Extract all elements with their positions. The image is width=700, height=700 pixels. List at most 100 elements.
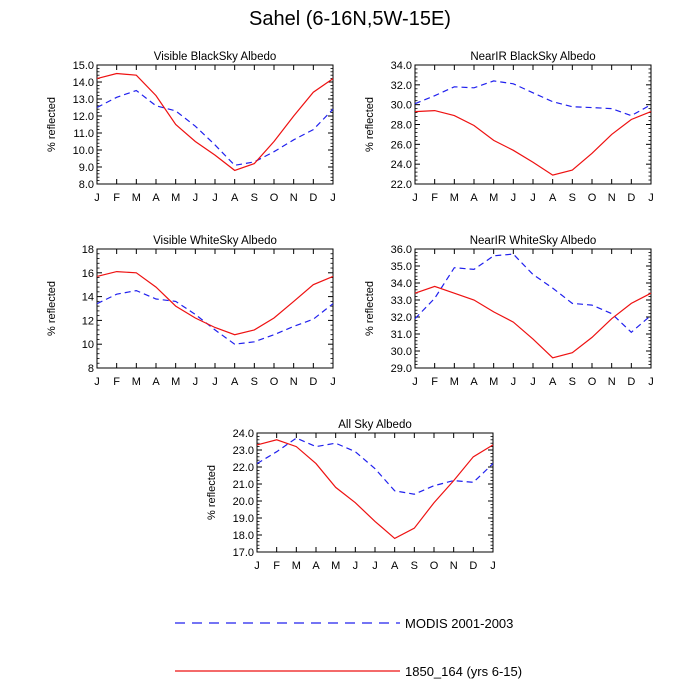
series-line-modis — [256, 437, 494, 495]
x-tick-label: O — [588, 192, 597, 204]
y-axis-label: % reflected — [364, 97, 376, 152]
x-tick-label: D — [469, 560, 477, 572]
x-tick-label: J — [330, 376, 336, 388]
x-tick-label: J — [193, 192, 199, 204]
y-tick-label: 15.0 — [73, 60, 94, 72]
x-tick-label: D — [309, 192, 317, 204]
x-tick-label: O — [270, 376, 279, 388]
x-tick-label: J — [490, 560, 496, 572]
plot-frame — [256, 432, 494, 553]
chart-panel-4: NearIR WhiteSky Albedo 29.0 30.0 31.0 32.0 33… — [364, 235, 654, 388]
x-tick-label: M — [450, 376, 459, 388]
x-tick-label: J — [94, 192, 100, 204]
series-line-model — [96, 270, 334, 336]
x-tick-label: A — [549, 192, 557, 204]
y-tick-label: 13.0 — [73, 94, 94, 106]
y-tick-label: 35.0 — [391, 261, 412, 273]
x-tick-label: F — [431, 376, 438, 388]
x-tick-label: M — [132, 192, 141, 204]
y-tick-label: 10 — [82, 339, 94, 351]
x-tick-label: F — [113, 376, 120, 388]
y-axis-label: % reflected — [206, 465, 218, 520]
x-tick-label: S — [411, 560, 418, 572]
y-tick-label: 16 — [82, 268, 94, 280]
x-tick-label: J — [511, 192, 517, 204]
y-tick-label: 34.0 — [391, 60, 412, 72]
x-tick-label: N — [608, 376, 616, 388]
x-tick-label: J — [511, 376, 517, 388]
legend-label-modis: MODIS 2001-2003 — [405, 616, 513, 631]
y-tick-label: 31.0 — [391, 329, 412, 341]
series-line-modis — [414, 253, 652, 334]
chart-panel-2: NearIR BlackSky Albedo 22.0 24.0 26.0 28.0 30… — [364, 51, 654, 204]
legend: MODIS 2001-2003 1850_164 (yrs 6-15) — [175, 616, 522, 679]
series-line-model — [414, 109, 652, 176]
x-tick-label: J — [94, 376, 100, 388]
x-tick-label: O — [270, 192, 279, 204]
y-tick-label: 24.0 — [391, 159, 412, 171]
x-tick-label: S — [251, 192, 258, 204]
x-tick-label: J — [353, 560, 359, 572]
x-tick-label: N — [450, 560, 458, 572]
series-line-model — [414, 285, 652, 359]
x-tick-label: A — [312, 560, 320, 572]
x-tick-label: N — [290, 376, 298, 388]
chart-panel-1: Visible BlackSky Albedo 8.0 9.0 10.0 11.0 12.… — [46, 51, 336, 204]
x-tick-label: M — [171, 192, 180, 204]
x-tick-label: A — [152, 376, 160, 388]
y-tick-label: 9.0 — [79, 162, 94, 174]
plot-frame — [96, 64, 334, 185]
x-tick-label: J — [193, 376, 199, 388]
y-tick-label: 8.0 — [79, 179, 94, 191]
x-tick-label: N — [608, 192, 616, 204]
y-tick-label: 18 — [82, 244, 94, 256]
x-tick-label: A — [391, 560, 399, 572]
figure-title: Sahel (6-16N,5W-15E) — [249, 8, 451, 30]
y-tick-label: 33.0 — [391, 295, 412, 307]
x-tick-label: A — [231, 192, 239, 204]
y-tick-label: 26.0 — [391, 139, 412, 151]
x-tick-label: J — [412, 192, 418, 204]
y-tick-label: 29.0 — [391, 363, 412, 375]
y-tick-label: 34.0 — [391, 278, 412, 290]
series-line-modis — [96, 289, 334, 345]
y-tick-label: 10.0 — [73, 145, 94, 157]
x-tick-label: S — [569, 192, 576, 204]
y-tick-label: 28.0 — [391, 120, 412, 132]
x-tick-label: J — [330, 192, 336, 204]
y-tick-label: 8 — [88, 363, 94, 375]
x-tick-label: J — [648, 376, 654, 388]
y-axis-label: % reflected — [364, 281, 376, 336]
x-tick-label: F — [431, 192, 438, 204]
plot-frame — [414, 248, 652, 369]
y-tick-label: 32.0 — [391, 80, 412, 92]
panel-title: NearIR BlackSky Albedo — [470, 51, 595, 63]
panel-title: NearIR WhiteSky Albedo — [470, 235, 597, 247]
x-tick-label: J — [530, 376, 536, 388]
panel-title: Visible BlackSky Albedo — [154, 51, 277, 63]
x-tick-label: J — [212, 192, 218, 204]
y-tick-label: 30.0 — [391, 346, 412, 358]
y-tick-label: 22.0 — [233, 462, 254, 474]
x-tick-label: M — [132, 376, 141, 388]
x-tick-label: F — [273, 560, 280, 572]
y-tick-label: 24.0 — [233, 428, 254, 440]
x-tick-label: O — [588, 376, 597, 388]
x-tick-label: J — [648, 192, 654, 204]
y-tick-label: 18.0 — [233, 530, 254, 542]
x-tick-label: M — [292, 560, 301, 572]
x-tick-label: D — [627, 192, 635, 204]
y-tick-label: 21.0 — [233, 479, 254, 491]
y-tick-label: 20.0 — [233, 496, 254, 508]
y-tick-label: 19.0 — [233, 513, 254, 525]
x-tick-label: A — [549, 376, 557, 388]
x-tick-label: A — [231, 376, 239, 388]
panel-title: All Sky Albedo — [338, 419, 412, 431]
y-tick-label: 12 — [82, 315, 94, 327]
x-tick-label: M — [489, 192, 498, 204]
x-tick-label: O — [430, 560, 439, 572]
y-tick-label: 32.0 — [391, 312, 412, 324]
x-tick-label: J — [412, 376, 418, 388]
